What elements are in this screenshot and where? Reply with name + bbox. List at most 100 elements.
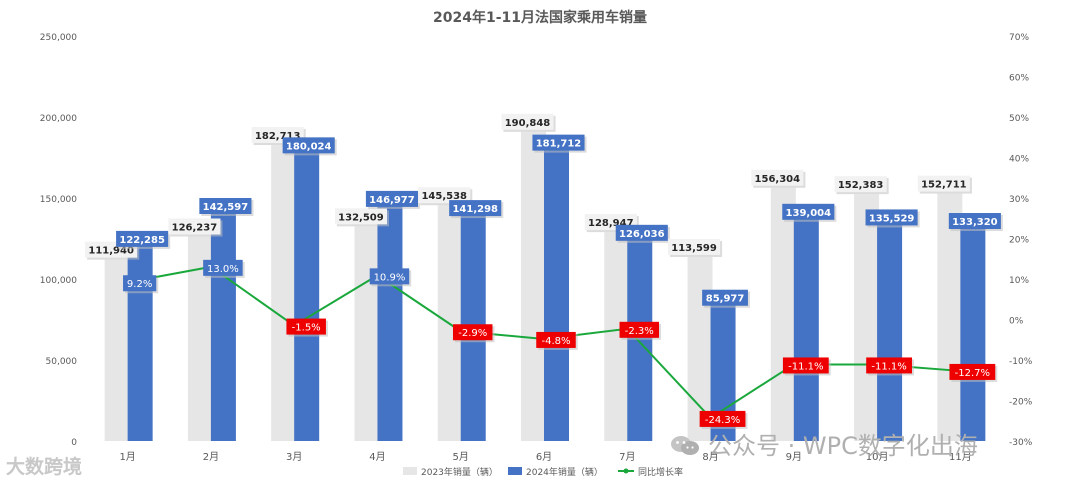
label-2023-bg xyxy=(168,218,221,235)
label-2024-bg xyxy=(615,224,668,241)
label-growth-bg xyxy=(536,331,576,348)
label-growth: -12.7% xyxy=(955,368,990,379)
label-2023: 156,304 xyxy=(755,174,801,185)
label-2024-bg xyxy=(782,203,835,220)
right-tick-label: 70% xyxy=(1009,33,1029,43)
right-tick-label: 50% xyxy=(1009,114,1029,124)
bar-2023 xyxy=(854,194,880,441)
x-tick-label: 10月 xyxy=(866,451,889,463)
bar-2024 xyxy=(793,215,819,441)
label-2024: 135,529 xyxy=(869,213,915,224)
label-2023: 152,383 xyxy=(838,180,884,191)
label-2024-bg xyxy=(948,213,1001,230)
label-2024: 133,320 xyxy=(952,217,998,228)
x-tick-label: 3月 xyxy=(286,451,302,463)
label-growth-group: -11.1% xyxy=(782,357,831,376)
legend-label-2024: 2024年销量（辆） xyxy=(526,466,603,478)
label-2024-bg xyxy=(282,137,335,154)
right-tick-label: -10% xyxy=(1009,357,1033,367)
label-2023: 128,947 xyxy=(588,218,634,229)
label-2023-group: 152,711 xyxy=(917,175,972,194)
label-growth-bg xyxy=(452,324,493,341)
label-growth-group: 9.2% xyxy=(123,275,159,294)
label-2023-bg xyxy=(501,113,554,130)
label-2024-group: 141,298 xyxy=(449,200,504,219)
bar-2024 xyxy=(294,149,320,441)
bar-2024 xyxy=(877,221,903,441)
label-growth: -4.8% xyxy=(541,336,570,347)
label-2024: 126,036 xyxy=(619,229,665,240)
label-2023-group: 132,509 xyxy=(334,208,390,227)
left-tick-label: 50,000 xyxy=(46,357,78,367)
label-growth: 13.0% xyxy=(207,264,239,275)
x-tick-label: 4月 xyxy=(369,451,385,463)
left-axis: 0 50,000 100,000 150,000 200,000 250,000 xyxy=(40,33,77,448)
right-tick-label: -20% xyxy=(1009,398,1033,408)
chart-title: 2024年1-11月法国家乘用车销量 xyxy=(433,9,647,26)
label-growth: -24.3% xyxy=(705,415,740,426)
legend-swatch-2024 xyxy=(508,467,522,475)
legend: 2023年销量（辆） 2024年销量（辆） 同比增长率 xyxy=(403,466,683,478)
label-2024: 141,298 xyxy=(452,204,498,215)
label-2024-group: 126,036 xyxy=(615,224,670,243)
right-tick-label: -30% xyxy=(1009,438,1033,448)
label-2023-bg xyxy=(751,169,804,186)
label-growth-bg xyxy=(866,357,912,374)
label-2023-bg xyxy=(667,238,721,255)
label-2024-group: 181,712 xyxy=(532,134,587,153)
left-tick-label: 200,000 xyxy=(40,114,77,124)
label-2024-group: 146,977 xyxy=(365,190,421,209)
right-tick-label: 60% xyxy=(1009,74,1029,84)
label-2024: 180,024 xyxy=(286,141,332,152)
left-tick-label: 250,000 xyxy=(40,33,77,43)
label-2023-bg xyxy=(334,208,388,225)
x-tick-label: 6月 xyxy=(536,451,552,463)
label-growth-group: -12.7% xyxy=(949,363,998,382)
right-tick-label: 0% xyxy=(1009,317,1024,327)
bar-2023 xyxy=(271,145,297,441)
label-growth-group: 13.0% xyxy=(203,259,245,278)
x-tick-label: 7月 xyxy=(619,451,635,463)
bar-2024 xyxy=(544,146,569,441)
label-2024-group: 180,024 xyxy=(282,137,337,156)
label-2024-bg xyxy=(865,209,918,226)
bar-2024 xyxy=(377,202,403,441)
bar-2023 xyxy=(770,187,796,441)
label-2024-group: 139,004 xyxy=(782,203,837,222)
bar-2024 xyxy=(127,242,153,441)
label-growth-bg xyxy=(369,268,410,285)
label-growth-bg xyxy=(949,363,996,380)
legend-swatch-2023 xyxy=(403,467,417,475)
label-2023: 132,509 xyxy=(338,212,384,223)
label-2024-bg xyxy=(702,289,748,306)
label-growth-bg xyxy=(699,410,746,427)
label-2024-group: 142,597 xyxy=(199,197,254,216)
x-tick-label: 8月 xyxy=(702,451,718,463)
label-growth-group: -24.3% xyxy=(699,410,748,429)
label-2024: 146,977 xyxy=(369,195,415,206)
legend-swatch-growth-dot xyxy=(623,468,629,474)
watermark-left: 大数跨境 xyxy=(6,456,83,478)
label-2024-group: 135,529 xyxy=(865,209,920,228)
label-2024-bg xyxy=(199,197,252,214)
label-growth: -2.3% xyxy=(625,326,654,337)
bar-2024 xyxy=(210,209,236,441)
label-growth: -11.1% xyxy=(788,361,823,372)
label-2024-bg xyxy=(116,230,169,247)
right-tick-label: 30% xyxy=(1009,195,1029,205)
legend-label-growth: 同比增长率 xyxy=(638,466,683,478)
label-2024: 139,004 xyxy=(786,208,832,219)
label-growth-bg xyxy=(782,357,829,374)
x-axis: 1月 2月 3月 4月 5月 6月 7月 8月 9月 10月 11月 xyxy=(119,451,971,463)
label-2023: 190,848 xyxy=(505,118,551,129)
x-tick-label: 1月 xyxy=(119,451,135,463)
x-tick-label: 2月 xyxy=(203,451,219,463)
right-tick-label: 40% xyxy=(1009,155,1029,165)
left-tick-label: 150,000 xyxy=(40,195,77,205)
label-growth: 10.9% xyxy=(374,272,406,283)
label-2024-bg xyxy=(532,134,585,151)
label-growth-group: -2.3% xyxy=(619,321,662,340)
bar-2023 xyxy=(937,193,963,441)
